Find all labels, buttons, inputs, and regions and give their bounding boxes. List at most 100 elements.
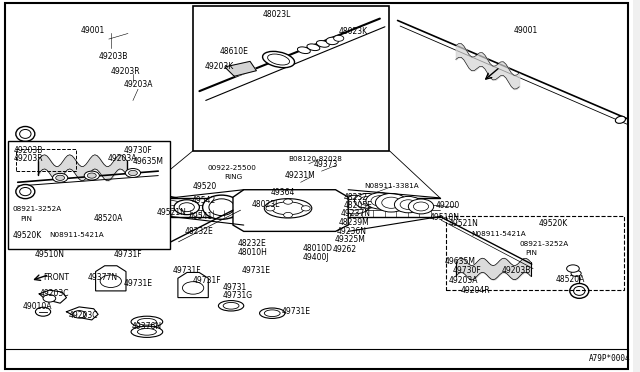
Text: 49231M: 49231M (285, 171, 316, 180)
Text: 49001: 49001 (514, 26, 538, 35)
Text: 49203A: 49203A (108, 154, 137, 163)
Text: 48610E: 48610E (220, 47, 248, 56)
Circle shape (566, 265, 579, 272)
Circle shape (26, 163, 38, 170)
Circle shape (73, 311, 86, 318)
Circle shape (100, 275, 122, 288)
Circle shape (174, 200, 200, 215)
Text: 49731: 49731 (223, 283, 247, 292)
Text: 48232: 48232 (343, 193, 367, 202)
Ellipse shape (264, 310, 280, 317)
Ellipse shape (570, 283, 589, 298)
Ellipse shape (131, 326, 163, 337)
Bar (16, 149, 76, 171)
Text: 49325M: 49325M (334, 235, 365, 244)
Ellipse shape (16, 126, 35, 141)
Circle shape (335, 203, 348, 211)
Circle shape (413, 202, 429, 211)
Circle shape (360, 196, 375, 205)
Ellipse shape (616, 116, 625, 124)
Text: 49510N: 49510N (429, 213, 460, 222)
Text: 49364: 49364 (271, 188, 295, 197)
Circle shape (322, 203, 337, 212)
Text: 00922-25500: 00922-25500 (207, 165, 257, 171)
Ellipse shape (316, 41, 330, 47)
Text: 49203B: 49203B (98, 52, 127, 61)
Circle shape (381, 197, 401, 208)
Circle shape (129, 170, 138, 176)
Text: 49377N: 49377N (88, 273, 118, 282)
Text: B08120-82028: B08120-82028 (288, 156, 342, 162)
Text: N08911-5421A: N08911-5421A (49, 232, 104, 238)
Bar (193, 6, 389, 151)
Text: 08921-3252A: 08921-3252A (13, 206, 62, 212)
Text: 49520K: 49520K (13, 231, 42, 240)
Circle shape (394, 196, 422, 213)
Circle shape (355, 193, 380, 208)
Text: 49521N: 49521N (157, 208, 187, 217)
Text: N08911-3381A: N08911-3381A (364, 183, 419, 189)
Text: 49730F: 49730F (124, 146, 152, 155)
Circle shape (317, 200, 342, 215)
Text: 48023L: 48023L (263, 10, 291, 19)
Text: 08921-3252A: 08921-3252A (519, 241, 568, 247)
Ellipse shape (298, 47, 310, 54)
Text: 49510N: 49510N (35, 250, 65, 259)
Text: 49262: 49262 (332, 245, 356, 254)
Text: 49001: 49001 (81, 26, 106, 35)
Text: 49376N: 49376N (132, 322, 162, 331)
Circle shape (400, 200, 417, 209)
Circle shape (376, 193, 407, 212)
Circle shape (302, 202, 319, 212)
Text: 49203B: 49203B (14, 146, 44, 155)
Circle shape (330, 201, 353, 214)
Ellipse shape (307, 44, 320, 51)
Circle shape (339, 195, 371, 214)
Text: 49635M: 49635M (444, 257, 476, 266)
Text: 49635M: 49635M (133, 157, 164, 166)
Text: 49010A: 49010A (22, 302, 52, 311)
Ellipse shape (20, 129, 31, 138)
Text: 49204R: 49204R (461, 286, 490, 295)
Text: 49731F: 49731F (193, 276, 221, 285)
Text: 49203K: 49203K (205, 62, 234, 71)
Circle shape (84, 171, 99, 180)
Text: 49203R: 49203R (14, 154, 44, 163)
Ellipse shape (138, 328, 156, 335)
Circle shape (333, 35, 344, 41)
Ellipse shape (260, 308, 285, 318)
Text: 48010H: 48010H (237, 248, 268, 257)
Ellipse shape (138, 318, 156, 325)
Ellipse shape (264, 199, 312, 218)
Text: 48205E: 48205E (343, 201, 372, 210)
Text: 49731F: 49731F (172, 266, 201, 275)
Text: PIN: PIN (525, 250, 538, 256)
Text: 48010D: 48010D (303, 244, 333, 253)
Circle shape (182, 282, 204, 294)
Text: RING: RING (225, 174, 243, 180)
Ellipse shape (209, 199, 234, 216)
Circle shape (371, 196, 388, 206)
Circle shape (284, 212, 292, 218)
Text: 49237N: 49237N (340, 209, 371, 218)
Text: 49236N: 49236N (337, 227, 367, 236)
Text: 48023K: 48023K (339, 27, 368, 36)
Bar (171, 198, 440, 217)
Circle shape (266, 206, 275, 211)
Circle shape (125, 169, 141, 177)
Text: 49203R: 49203R (111, 67, 140, 76)
Bar (8, 141, 170, 249)
Circle shape (35, 307, 51, 316)
Text: 49203A: 49203A (124, 80, 153, 89)
Text: 48520A: 48520A (93, 214, 123, 223)
Circle shape (20, 150, 30, 155)
Ellipse shape (223, 302, 239, 309)
Text: 49373: 49373 (314, 160, 338, 169)
Circle shape (301, 206, 310, 211)
Circle shape (408, 199, 434, 214)
Text: 48239M: 48239M (339, 218, 369, 227)
Circle shape (345, 199, 364, 210)
Text: 49731F: 49731F (114, 250, 143, 259)
Circle shape (326, 37, 339, 45)
Text: N08911-5421A: N08911-5421A (472, 231, 527, 237)
